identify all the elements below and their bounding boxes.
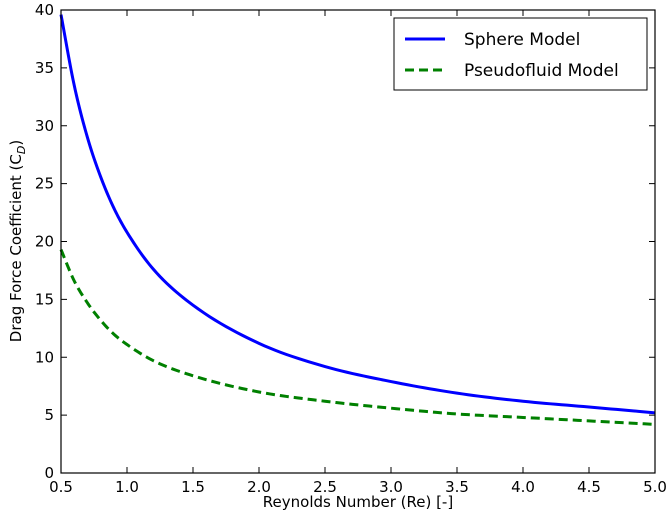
x-tick-label: 2.5 — [313, 478, 337, 496]
y-tick-label: 10 — [35, 348, 54, 366]
x-tick-label: 4.5 — [577, 478, 601, 496]
legend-label-sphere-model: Sphere Model — [464, 30, 580, 50]
x-tick-label: 4.0 — [511, 478, 535, 496]
y-tick-label: 35 — [35, 59, 54, 77]
y-axis-label: Drag Force Coefficient (CD) — [7, 140, 28, 342]
series-line-sphere-model — [59, 14, 656, 415]
y-tick-label: 30 — [35, 117, 54, 135]
y-axis-label-subscript: D — [15, 146, 28, 154]
y-tick-label: 20 — [35, 233, 54, 251]
x-tick-label: 1.0 — [115, 478, 139, 496]
x-tick-label: 0.5 — [49, 478, 73, 496]
x-tick-label: 2.0 — [247, 478, 271, 496]
y-tick-label: 5 — [44, 406, 54, 424]
y-tick-label: 25 — [35, 175, 54, 193]
y-tick-label: 40 — [35, 1, 54, 19]
series-line-pseudofluid-model — [59, 249, 656, 426]
x-axis-label: Reynolds Number (Re) [-] — [263, 493, 453, 511]
series-layer — [59, 14, 656, 426]
y-tick-label: 15 — [35, 290, 54, 308]
y-tick-label: 0 — [44, 464, 54, 482]
y-axis-label-main: Drag Force Coefficient (C — [7, 154, 25, 342]
tick-layer: 0.5 1.0 1.5 2.0 2.5 3.0 3.5 4.0 4.5 5.0 0 5 10 15 20 25… — [35, 1, 667, 496]
legend-label-pseudofluid-model: Pseudofluid Model — [464, 61, 619, 81]
x-tick-label: 5.0 — [643, 478, 667, 496]
y-axis-label-close: ) — [7, 140, 25, 146]
legend: Sphere Model Pseudofluid Model — [393, 17, 648, 91]
x-tick-label: 1.5 — [181, 478, 205, 496]
x-tick-label: 3.5 — [445, 478, 469, 496]
legend-box — [393, 17, 648, 91]
x-tick-label: 3.0 — [379, 478, 403, 496]
